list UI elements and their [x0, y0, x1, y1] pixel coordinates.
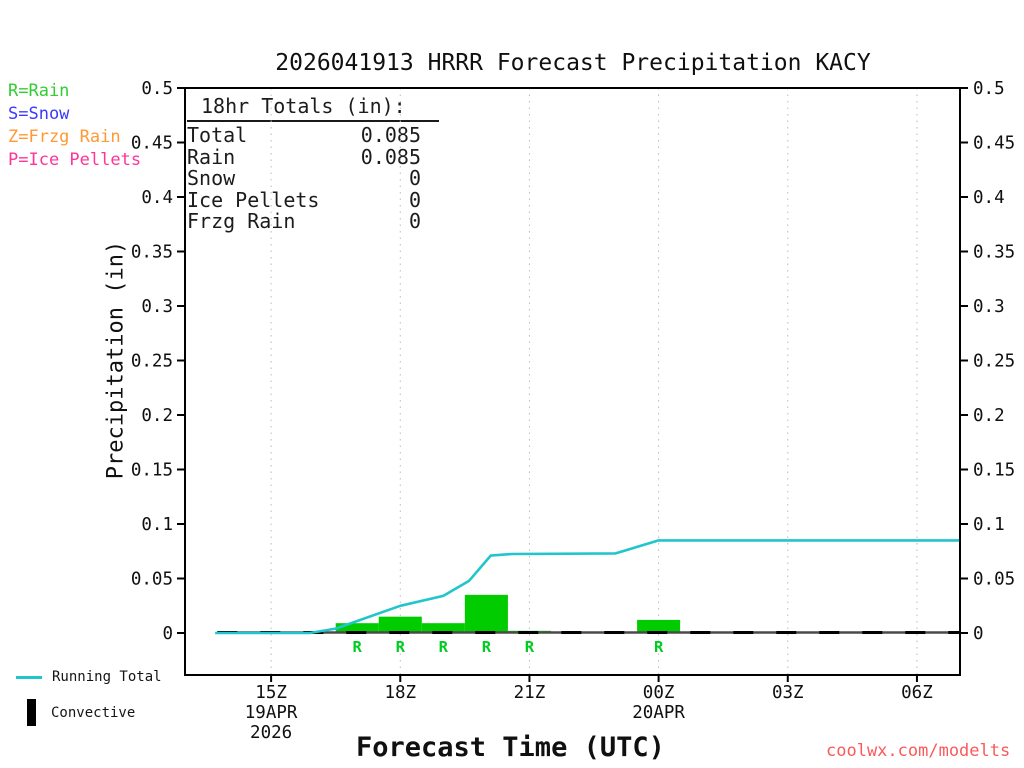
y-tick-label-right: 0.2 — [973, 406, 1005, 426]
convective-label: Convective — [51, 704, 136, 721]
x-tick-label: 03Z — [772, 683, 804, 703]
y-tick-label-left: 0.05 — [131, 570, 173, 590]
running-total-line-swatch — [16, 675, 42, 679]
rain-marker: R — [525, 638, 535, 656]
x-tick-label: 21Z — [514, 683, 546, 703]
totals-row: Ice Pellets 0 — [187, 187, 421, 212]
rain-marker: R — [482, 638, 492, 656]
y-tick-label-left: 0.5 — [141, 79, 173, 99]
y-tick-label-right: 0.45 — [973, 134, 1015, 154]
x-tick-label: 06Z — [901, 683, 933, 703]
running-total-line — [215, 539, 960, 635]
precip-type-legend-item: Z=Frzg Rain — [8, 127, 121, 147]
y-tick-label-left: 0 — [162, 624, 173, 644]
precip-type-legend-item: R=Rain — [8, 81, 70, 101]
y-tick-label-right: 0.05 — [973, 570, 1015, 590]
x-tick-label: 15Z — [255, 683, 287, 703]
rain-bar — [335, 623, 379, 633]
watermark-link[interactable]: coolwx.com/modelts — [826, 741, 1011, 761]
plot-frame — [184, 87, 961, 676]
x-axis-label: Forecast Time (UTC) — [356, 732, 665, 763]
convective-key: Convective — [27, 699, 135, 726]
totals-row: Snow 0 — [187, 168, 421, 190]
rain-marker: R — [654, 638, 664, 656]
totals-row-label: Rain — [187, 144, 236, 169]
x-tick-date-label: 20APR — [632, 703, 685, 723]
chart-title: 2026041913 HRRR Forecast Precipitation K… — [275, 50, 871, 76]
precip-type-legend-item: S=Snow — [8, 104, 70, 124]
x-tick-date-label: 19APR — [245, 703, 298, 723]
x-tick-date-label: 2026 — [250, 723, 292, 743]
totals-row-label: Ice Pellets — [187, 187, 320, 212]
rain-bar — [637, 619, 681, 633]
y-tick-label-right: 0.1 — [973, 515, 1005, 535]
y-tick-label-left: 0.15 — [131, 461, 173, 481]
y-tick-label-right: 0.4 — [973, 188, 1005, 208]
rain-bar — [464, 594, 508, 633]
rain-marker: R — [439, 638, 449, 656]
totals-row: Rain 0.085 — [187, 144, 421, 169]
y-tick-label-left: 0.4 — [141, 188, 173, 208]
totals-row-value: 0 — [408, 166, 421, 191]
y-tick-label-left: 0.2 — [141, 406, 173, 426]
precip-type-legend: R=Rain S=Snow Z=Frzg Rain P=Ice Pellets — [8, 80, 141, 172]
convective-bar-swatch — [27, 699, 36, 726]
totals-row: Frzg Rain 0 — [187, 211, 421, 233]
totals-row-value: 0.085 — [360, 123, 421, 147]
totals-row-value: 0 — [408, 187, 421, 212]
x-tick-label: 18Z — [384, 683, 416, 703]
running-total-label: Running Total — [52, 669, 162, 685]
y-tick-label-right: 0.15 — [973, 461, 1015, 481]
y-tick-label-right: 0.5 — [973, 79, 1005, 99]
running-total-key: Running Total — [16, 669, 162, 685]
totals-row-label: Snow — [187, 166, 236, 191]
precip-type-legend-item: P=Ice Pellets — [8, 150, 142, 170]
y-tick-label-left: 0.45 — [131, 134, 173, 154]
totals-row-value: 0.085 — [360, 144, 421, 169]
rain-marker: R — [353, 638, 363, 656]
totals-box-heading: 18hr Totals (in): — [187, 94, 439, 122]
y-tick-label-right: 0 — [973, 624, 984, 644]
rain-marker: R — [396, 638, 406, 656]
y-tick-label-right: 0.3 — [973, 297, 1005, 317]
y-tick-label-left: 0.1 — [141, 515, 173, 535]
rain-bar — [421, 623, 465, 633]
y-tick-label-left: 0.3 — [141, 297, 173, 317]
y-tick-label-right: 0.35 — [973, 243, 1015, 263]
totals-box-rows: Total 0.085 Rain 0.085 Snow 0 Ice Pellets 0 Frzg… — [187, 123, 421, 233]
y-axis-label: Precipitation (in) — [103, 240, 129, 480]
y-tick-label-right: 0.25 — [973, 352, 1015, 372]
x-tick-label: 00Z — [643, 683, 675, 703]
rain-bar — [378, 616, 422, 633]
y-tick-label-left: 0.35 — [131, 243, 173, 263]
totals-row-value: 0 — [408, 209, 421, 234]
totals-row-label: Total — [187, 123, 248, 147]
totals-row: Total 0.085 — [187, 123, 421, 147]
totals-row-label: Frzg Rain — [187, 209, 296, 234]
y-tick-label-left: 0.25 — [131, 352, 173, 372]
